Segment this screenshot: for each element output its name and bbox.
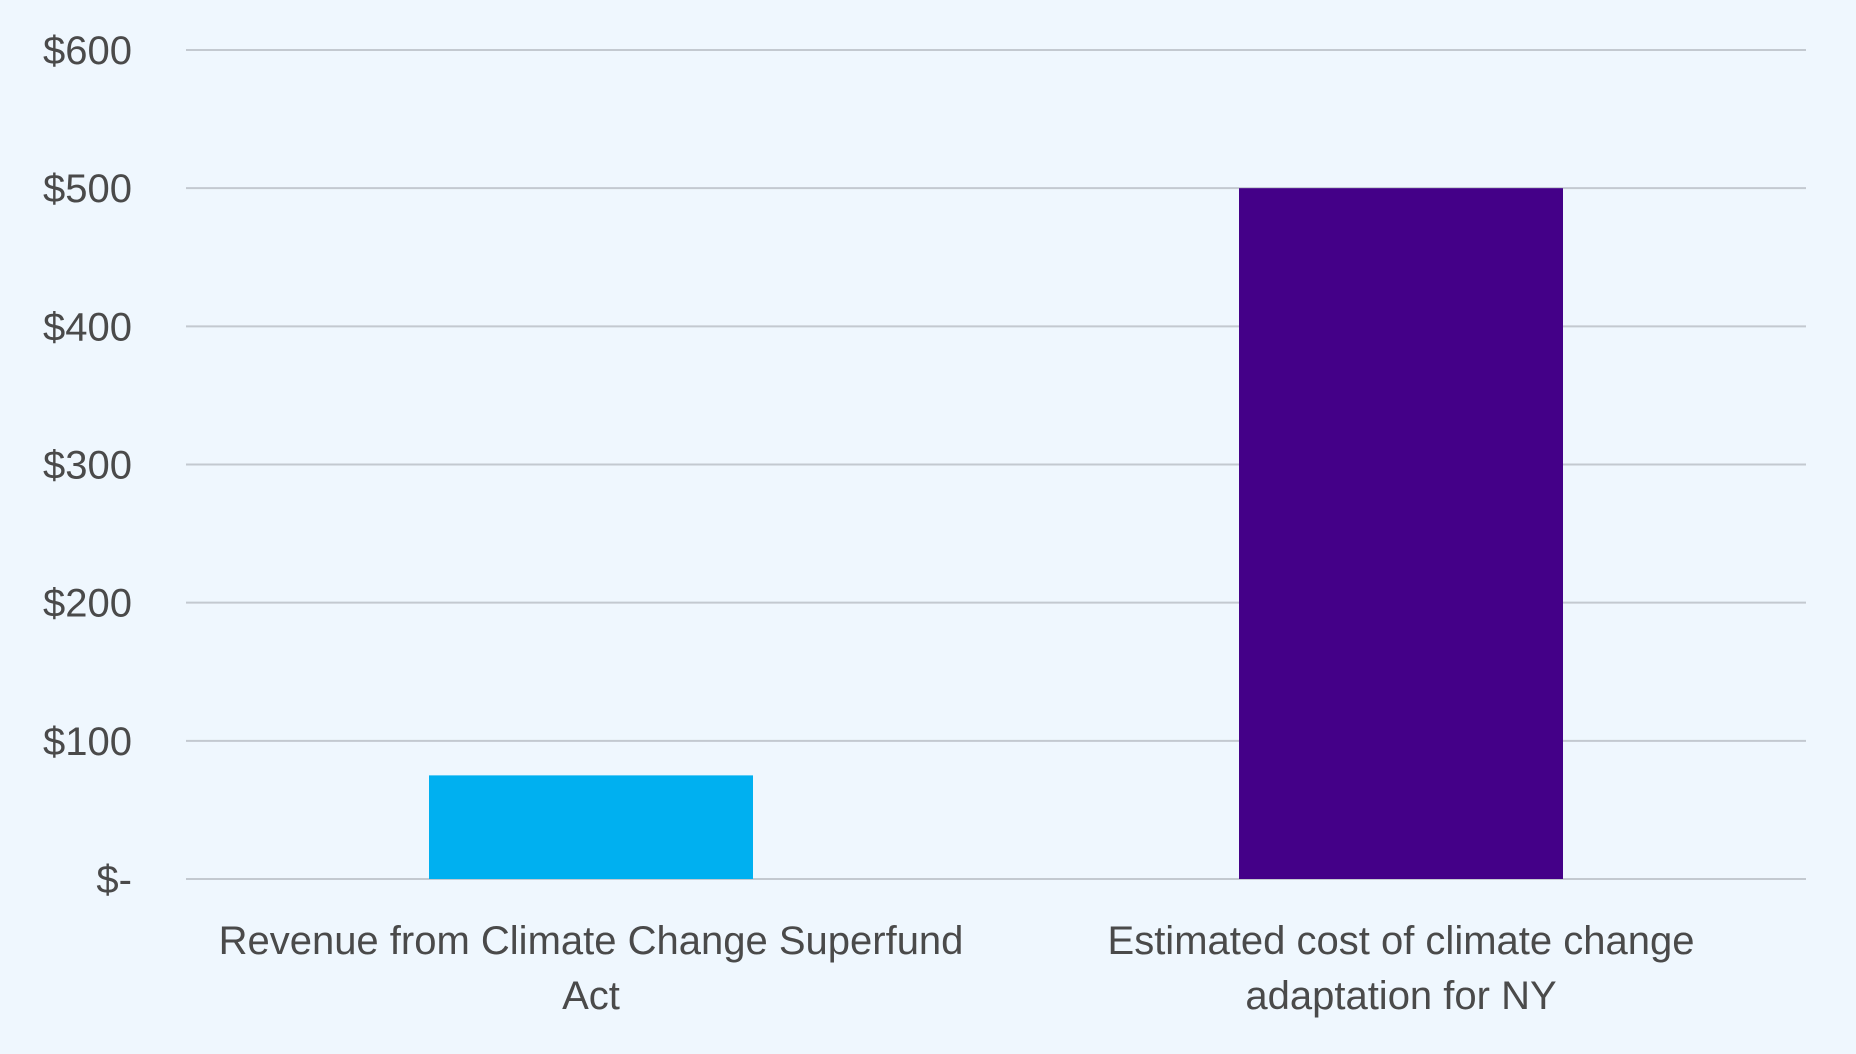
- category-label-line: Revenue from Climate Change Superfund: [219, 919, 964, 963]
- bar-2: [1239, 188, 1563, 879]
- category-label-line: Estimated cost of climate change: [1108, 919, 1695, 963]
- y-tick-label: $500: [43, 167, 132, 211]
- gridlines: [186, 49, 1806, 880]
- y-axis-tick-labels: $- $100 $200 $300 $400 $500 $600: [43, 29, 132, 902]
- y-tick-label: $200: [43, 582, 132, 626]
- category-label: Revenue from Climate Change Superfund Act: [219, 919, 964, 1018]
- y-tick-label: $400: [43, 305, 132, 349]
- y-tick-label: $300: [43, 444, 132, 488]
- y-tick-label: $-: [96, 858, 132, 902]
- category-label-line: Act: [562, 974, 620, 1018]
- bar-1: [429, 775, 753, 879]
- x-axis-category-labels: Revenue from Climate Change Superfund Act…: [219, 919, 1695, 1018]
- bars: [429, 188, 1563, 879]
- category-label-line: adaptation for NY: [1245, 974, 1556, 1018]
- y-tick-label: $600: [43, 29, 132, 73]
- category-label: Estimated cost of climate change adaptati…: [1108, 919, 1695, 1018]
- y-tick-label: $100: [43, 720, 132, 764]
